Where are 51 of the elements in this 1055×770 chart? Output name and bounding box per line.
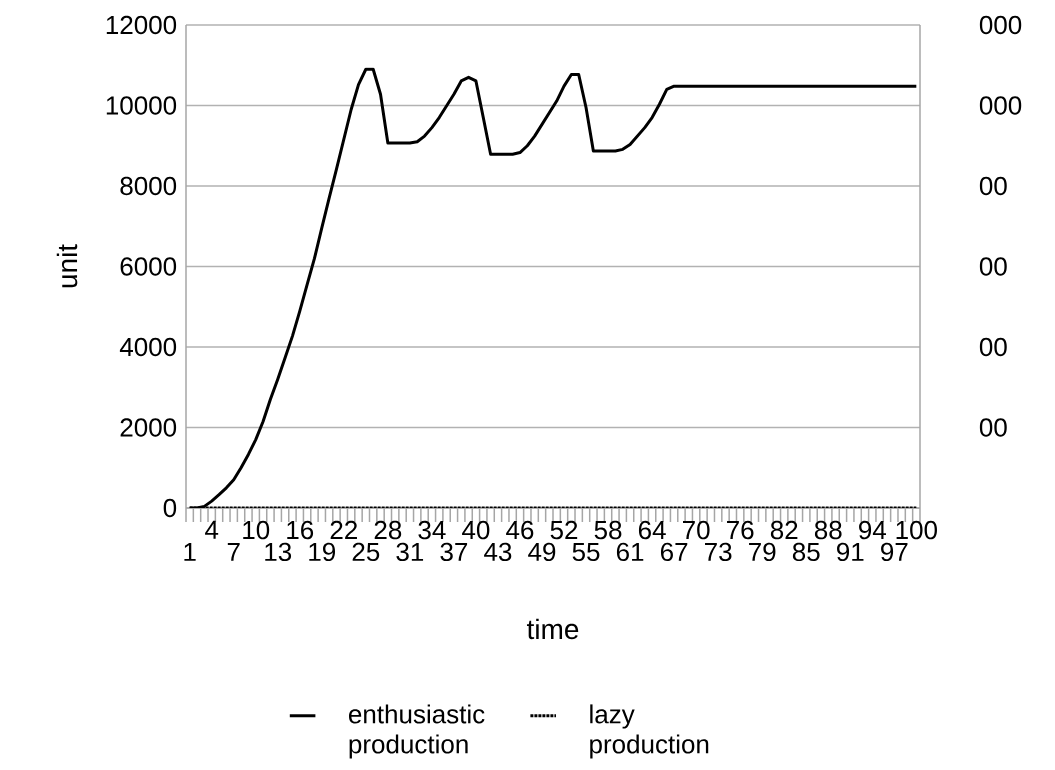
legend-label: enthusiastic production	[349, 704, 485, 759]
x-axis-title: time	[526, 618, 579, 640]
text: 00	[979, 176, 1007, 196]
x-tick-label: 28	[374, 520, 402, 540]
x-tick-label: 79	[749, 542, 776, 562]
y-tick-label: 10000	[106, 96, 177, 115]
x-tick-label: 43	[484, 542, 512, 562]
x-tick-label: 25	[352, 542, 380, 562]
x-tick-label: 76	[727, 520, 754, 540]
x-tick-label: 94	[859, 520, 886, 540]
x-tick-label: 73	[705, 542, 732, 562]
x-tick-label: 19	[309, 542, 336, 562]
x-tick-label: 4	[205, 520, 219, 539]
legend-label: lazy production	[590, 704, 709, 759]
x-tick-label: 70	[683, 520, 710, 540]
y-tick-label: 2000	[120, 418, 177, 437]
x-tick-label: 52	[550, 520, 578, 540]
x-tick-label: 97	[881, 542, 908, 562]
x-tick-label: 1	[184, 542, 196, 561]
y-tick-label: 4000	[119, 337, 177, 357]
x-tick-label: 55	[572, 542, 600, 562]
x-tick-label: 58	[594, 520, 622, 540]
x-tick-label: 22	[330, 520, 357, 540]
text: 000	[979, 96, 1022, 115]
text: 00	[979, 337, 1007, 357]
x-tick-label: 100	[896, 520, 937, 540]
x-tick-label: 13	[265, 542, 292, 562]
y-axis-title: unit	[56, 244, 78, 288]
x-tick-label: 91	[837, 542, 864, 562]
x-tick-label: 82	[770, 520, 798, 540]
x-tick-label: 85	[792, 542, 820, 562]
x-tick-label: 46	[506, 520, 534, 540]
x-tick-label: 37	[440, 542, 468, 562]
text: 00	[979, 418, 1007, 437]
x-tick-label: 10	[243, 520, 270, 540]
x-tick-label: 16	[287, 520, 314, 540]
x-tick-label: 49	[528, 542, 556, 562]
x-tick-label: 7	[227, 542, 240, 561]
x-tick-label: 61	[616, 542, 644, 562]
x-tick-label: 34	[418, 520, 446, 540]
x-tick-label: 40	[462, 520, 490, 540]
y-tick-label: 0	[163, 498, 177, 518]
y-tick-label: 8000	[120, 176, 177, 196]
y-tick-label: 12000	[106, 15, 177, 35]
x-tick-label: 64	[638, 520, 666, 540]
x-tick-label: 31	[396, 542, 424, 562]
text: 000	[979, 15, 1022, 35]
text: 00	[979, 257, 1007, 276]
y-tick-label: 6000	[120, 257, 177, 276]
x-tick-label: 67	[660, 542, 688, 562]
x-tick-label: 88	[814, 520, 842, 540]
